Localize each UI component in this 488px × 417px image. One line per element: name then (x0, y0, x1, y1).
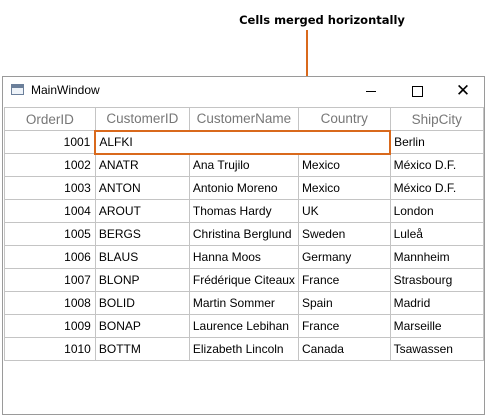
table-row[interactable]: 1010 BOTTM Elizabeth Lincoln Canada Tsawasse… (4, 337, 485, 361)
column-header-customerid[interactable]: CustomerID (94, 107, 190, 131)
cell-orderid[interactable]: 1003 (4, 176, 96, 200)
table-row[interactable]: 1007 BLONP Frédérique Citeaux France Strasbo… (4, 268, 485, 292)
cell-customerid[interactable]: BLAUS (94, 245, 190, 269)
cell-orderid[interactable]: 1002 (4, 153, 96, 177)
table-row[interactable]: 1004 AROUT Thomas Hardy UK London (4, 199, 485, 223)
column-header-country[interactable]: Country (297, 107, 391, 131)
cell-customerid[interactable]: BOTTM (94, 337, 190, 361)
minimize-icon (366, 90, 376, 92)
cell-customername[interactable]: Elizabeth Lincoln (188, 337, 299, 361)
cell-shipcity[interactable]: Tsawassen (389, 337, 485, 361)
cell-orderid[interactable]: 1009 (4, 314, 96, 338)
grid-body: 1001 ALFKI Berlin 1002 ANATR Ana Trujilo Mexic… (4, 129, 485, 361)
cell-shipcity[interactable]: London (389, 199, 485, 223)
cell-customername[interactable]: Thomas Hardy (188, 199, 299, 223)
cell-country[interactable]: UK (297, 199, 391, 223)
table-row[interactable]: 1001 ALFKI Berlin (4, 129, 485, 155)
annotation-arrow (306, 30, 308, 118)
table-row[interactable]: 1008 BOLID Martin Sommer Spain Madrid (4, 291, 485, 315)
cell-customerid[interactable]: BOLID (94, 291, 190, 315)
main-window: MainWindow ✕ OrderID CustomerID Customer… (2, 76, 485, 415)
cell-orderid[interactable]: 1001 (4, 130, 96, 154)
cell-customername[interactable]: Christina Berglund (188, 222, 299, 246)
cell-country[interactable]: Spain (297, 291, 391, 315)
cell-customerid[interactable]: ANTON (94, 176, 190, 200)
maximize-button[interactable] (394, 77, 440, 105)
cell-customername[interactable]: Laurence Lebihan (188, 314, 299, 338)
cell-customername[interactable]: Frédérique Citeaux (188, 268, 299, 292)
cell-country[interactable]: France (297, 314, 391, 338)
cell-customerid[interactable]: BERGS (94, 222, 190, 246)
cell-customername[interactable]: Martin Sommer (188, 291, 299, 315)
cell-shipcity[interactable]: México D.F. (389, 153, 485, 177)
cell-shipcity[interactable]: Marseille (389, 314, 485, 338)
column-header-orderid[interactable]: OrderID (4, 107, 96, 131)
cell-shipcity[interactable]: Luleå (389, 222, 485, 246)
column-header-customername[interactable]: CustomerName (188, 107, 299, 131)
maximize-icon (411, 85, 423, 97)
annotation-label: Cells merged horizontally (239, 13, 405, 27)
cell-orderid[interactable]: 1007 (4, 268, 96, 292)
merged-cell[interactable]: ALFKI (94, 129, 392, 155)
cell-shipcity[interactable]: Strasbourg (389, 268, 485, 292)
cell-customerid[interactable]: AROUT (94, 199, 190, 223)
table-row[interactable]: 1002 ANATR Ana Trujilo Mexico México D.F. (4, 153, 485, 177)
close-icon: ✕ (455, 80, 471, 101)
column-header-shipcity[interactable]: ShipCity (389, 107, 485, 131)
cell-shipcity[interactable]: México D.F. (389, 176, 485, 200)
cell-country[interactable]: France (297, 268, 391, 292)
cell-orderid[interactable]: 1008 (4, 291, 96, 315)
cell-country[interactable]: Germany (297, 245, 391, 269)
minimize-button[interactable] (348, 77, 394, 105)
cell-shipcity[interactable]: Madrid (389, 291, 485, 315)
table-row[interactable]: 1005 BERGS Christina Berglund Sweden Luleå (4, 222, 485, 246)
cell-customername[interactable]: Hanna Moos (188, 245, 299, 269)
window-icon (11, 84, 24, 95)
table-row[interactable]: 1006 BLAUS Hanna Moos Germany Mannheim (4, 245, 485, 269)
cell-customername[interactable]: Antonio Moreno (188, 176, 299, 200)
window-title: MainWindow (31, 83, 100, 97)
title-bar[interactable]: MainWindow ✕ (3, 77, 484, 105)
cell-orderid[interactable]: 1004 (4, 199, 96, 223)
table-row[interactable]: 1009 BONAP Laurence Lebihan France Marseille (4, 314, 485, 338)
cell-country[interactable]: Mexico (297, 176, 391, 200)
cell-country[interactable]: Canada (297, 337, 391, 361)
close-button[interactable]: ✕ (440, 77, 486, 105)
cell-orderid[interactable]: 1006 (4, 245, 96, 269)
cell-country[interactable]: Mexico (297, 153, 391, 177)
cell-customername[interactable]: Ana Trujilo (188, 153, 299, 177)
cell-shipcity[interactable]: Berlin (389, 130, 485, 154)
cell-shipcity[interactable]: Mannheim (389, 245, 485, 269)
header-row: OrderID CustomerID CustomerName Country … (4, 107, 485, 131)
cell-customerid[interactable]: ANATR (94, 153, 190, 177)
table-row[interactable]: 1003 ANTON Antonio Moreno Mexico México D.F. (4, 176, 485, 200)
cell-customerid[interactable]: BLONP (94, 268, 190, 292)
cell-customerid[interactable]: BONAP (94, 314, 190, 338)
cell-orderid[interactable]: 1010 (4, 337, 96, 361)
cell-orderid[interactable]: 1005 (4, 222, 96, 246)
cell-country[interactable]: Sweden (297, 222, 391, 246)
data-grid[interactable]: OrderID CustomerID CustomerName Country … (4, 107, 485, 361)
